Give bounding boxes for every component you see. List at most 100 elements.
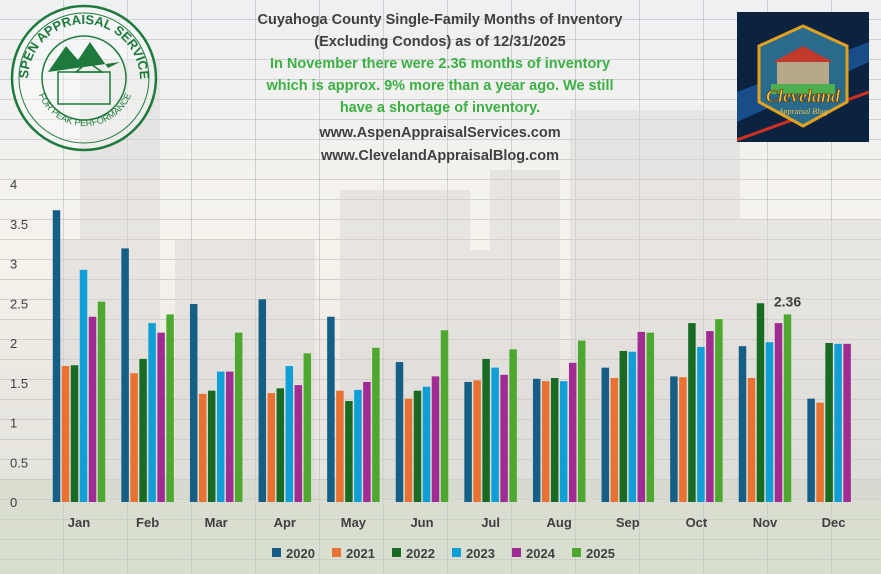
url-cleveland-blog: www.ClevelandAppraisalBlog.com <box>321 148 559 164</box>
bar-2023-Dec <box>834 343 842 502</box>
bar-2023-Nov <box>765 342 774 502</box>
note-line2: which is approx. 9% more than a year ago… <box>266 78 614 94</box>
bar-2025-Oct <box>715 319 723 502</box>
bar-2025-Jun <box>440 330 449 502</box>
bar-2020-Mar <box>189 304 198 502</box>
y-tick-label: 2.5 <box>10 296 28 311</box>
legend-swatch-2023 <box>452 548 461 557</box>
bar-2023-Jun <box>422 386 431 502</box>
legend-label: 2020 <box>286 546 315 561</box>
bar-2021-Aug <box>541 381 550 502</box>
x-tick-label: Jul <box>481 515 500 530</box>
bar-2022-Jan <box>70 365 79 502</box>
bar-2025-Sep <box>646 332 655 502</box>
note-line1: In November there were 2.36 months of in… <box>269 56 611 72</box>
bar-2022-Nov <box>756 303 765 502</box>
legend-swatch-2025 <box>572 548 581 557</box>
y-tick-label: 3 <box>10 257 17 272</box>
bar-2022-Apr <box>276 388 285 502</box>
x-tick-label: Feb <box>136 515 159 530</box>
bar-2024-Jun <box>431 376 440 502</box>
x-tick-label: Aug <box>547 515 572 530</box>
bar-2023-Jan <box>79 269 88 502</box>
bar-2023-Aug <box>559 381 568 502</box>
legend-label: 2021 <box>346 546 375 561</box>
bar-2024-Mar <box>225 371 234 502</box>
bar-2024-May <box>363 381 371 502</box>
bar-2024-Jan <box>88 316 97 502</box>
y-tick-label: 0.5 <box>10 455 28 470</box>
y-tick-label: 4 <box>10 177 17 192</box>
x-tick-label: Nov <box>753 515 778 530</box>
bar-2023-Mar <box>216 371 225 502</box>
bar-2020-Nov <box>738 346 747 502</box>
chart-title-line2: (Excluding Condos) as of 12/31/2025 <box>314 34 566 50</box>
y-tick-label: 2 <box>10 336 17 351</box>
bar-2024-Sep <box>637 331 646 502</box>
bar-2021-Feb <box>130 373 138 502</box>
svg-text:Cleveland: Cleveland <box>766 86 841 106</box>
y-tick-label: 1.5 <box>10 376 28 391</box>
bar-2023-Oct <box>697 346 705 502</box>
legend-swatch-2021 <box>332 548 341 557</box>
bar-2023-Apr <box>285 366 294 502</box>
legend-swatch-2020 <box>272 548 281 557</box>
note-line3: have a shortage of inventory. <box>339 100 541 116</box>
bar-2025-Nov <box>783 314 792 502</box>
bar-2024-Apr <box>294 385 303 502</box>
bar-2024-Oct <box>706 331 714 502</box>
bar-2021-Oct <box>679 377 687 502</box>
bar-2023-Jul <box>491 367 499 502</box>
bar-2024-Jul <box>500 374 508 502</box>
bar-2023-Sep <box>628 351 637 502</box>
bar-2025-Apr <box>303 353 312 502</box>
bar-2020-Feb <box>121 248 129 502</box>
bar-2023-May <box>354 389 362 502</box>
bar-2021-Jul <box>473 380 481 502</box>
legend-label: 2022 <box>406 546 435 561</box>
legend-label: 2023 <box>466 546 495 561</box>
bar-2023-Feb <box>148 323 156 502</box>
bar-2025-Mar <box>234 332 243 502</box>
bar-2022-Mar <box>207 390 216 502</box>
bar-2020-Dec <box>807 398 815 502</box>
bar-2024-Aug <box>568 362 577 502</box>
y-tick-label: 3.5 <box>10 217 28 232</box>
y-tick-label: 1 <box>10 416 17 431</box>
bar-2025-Jul <box>509 349 517 502</box>
bar-2025-Feb <box>166 314 174 502</box>
y-tick-label: 0 <box>10 495 17 510</box>
x-tick-label: May <box>341 515 367 530</box>
bar-2024-Dec <box>843 343 851 502</box>
bar-2020-Sep <box>601 367 610 502</box>
bar-2022-Jul <box>482 358 490 502</box>
svg-text:Appraisal Blog: Appraisal Blog <box>778 107 828 116</box>
bar-2021-May <box>336 390 344 502</box>
x-tick-label: Oct <box>686 515 708 530</box>
chart-title-line1: Cuyahoga County Single-Family Months of … <box>257 12 623 28</box>
legend-swatch-2024 <box>512 548 521 557</box>
bar-2020-Jan <box>52 210 61 503</box>
bar-2022-Dec <box>825 343 833 502</box>
bar-2020-Jul <box>464 381 472 502</box>
legend-swatch-2022 <box>392 548 401 557</box>
data-label: 2.36 <box>774 293 801 309</box>
bar-2021-Nov <box>747 377 756 502</box>
bar-2021-Apr <box>267 393 276 502</box>
x-tick-label: Apr <box>274 515 296 530</box>
cleveland-appraisal-blog-logo: Cleveland Appraisal Blog <box>737 12 869 142</box>
bar-2022-Aug <box>550 377 559 502</box>
url-aspen: www.AspenAppraisalServices.com <box>319 125 561 141</box>
legend-label: 2024 <box>526 546 556 561</box>
bar-2025-Jan <box>97 301 106 502</box>
aspen-appraisal-logo: ASPEN APPRAISAL SERVICES FOR PEAK PERFOR… <box>6 2 158 152</box>
bar-2020-Oct <box>670 376 678 502</box>
bar-2021-Jan <box>61 366 70 502</box>
legend-label: 2025 <box>586 546 615 561</box>
bar-2022-May <box>345 401 353 502</box>
bar-2024-Nov <box>774 323 783 502</box>
bar-2022-Jun <box>413 390 422 502</box>
bar-2022-Oct <box>688 323 696 502</box>
bar-2024-Feb <box>157 332 165 502</box>
